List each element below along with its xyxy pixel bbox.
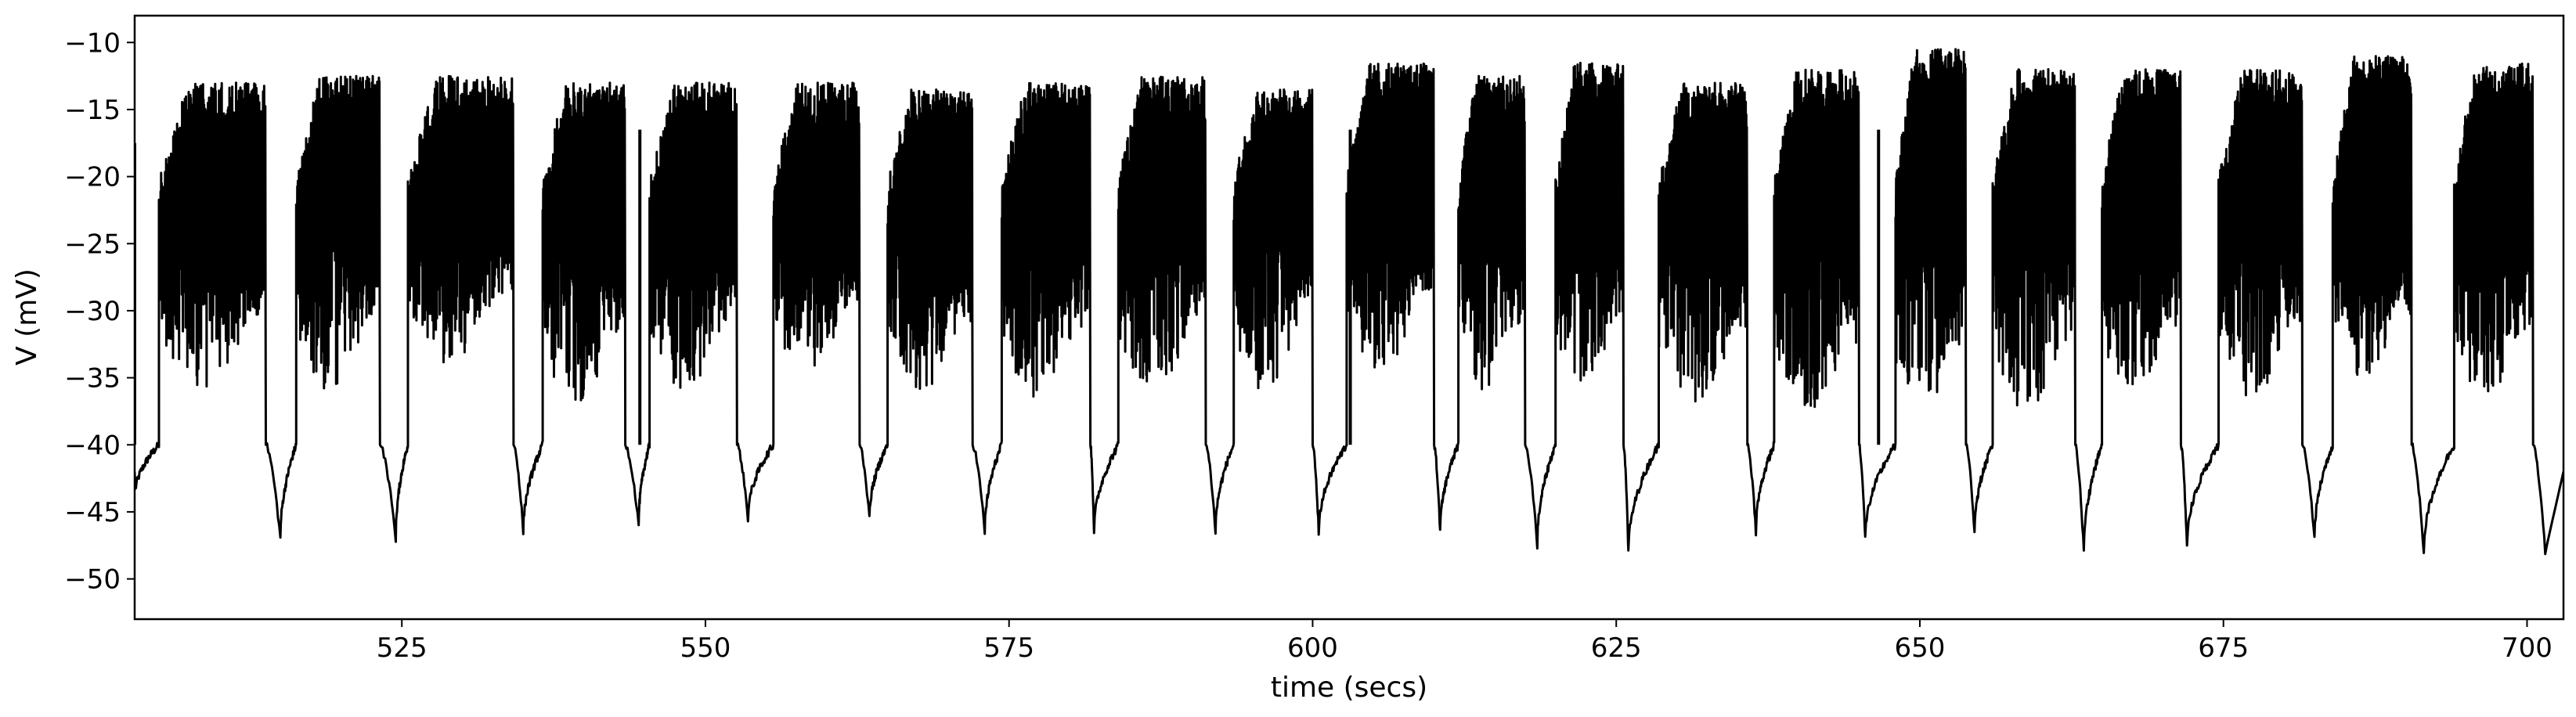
x-tick-label: 525 (377, 632, 428, 664)
x-tick-label: 700 (2502, 632, 2553, 664)
x-tick-label: 575 (983, 632, 1034, 664)
x-tick-label: 600 (1287, 632, 1338, 664)
x-tick-label: 625 (1591, 632, 1642, 664)
x-tick-label: 650 (1895, 632, 1946, 664)
y-tick-label: −25 (64, 229, 121, 260)
x-tick-label: 675 (2198, 632, 2249, 664)
x-tick-label: 550 (680, 632, 731, 664)
y-tick-label: −15 (64, 95, 121, 126)
y-tick-label: −30 (64, 296, 121, 327)
y-tick-label: −35 (64, 363, 121, 395)
y-tick-label: −45 (64, 497, 121, 528)
y-axis-label: V (mV) (11, 268, 43, 366)
x-axis: 525 550 575 600 625 650 675 700 (377, 619, 2553, 664)
y-tick-label: −10 (64, 27, 121, 59)
x-axis-label: time (secs) (1271, 672, 1427, 704)
y-tick-label: −20 (64, 162, 121, 193)
plot-area (135, 48, 2563, 556)
y-tick-label: −50 (64, 564, 121, 596)
plot-frame (133, 14, 2565, 621)
y-tick-label: −40 (64, 430, 121, 461)
voltage-trace (135, 48, 2563, 556)
y-axis: −10 −15 −20 −25 −30 −35 −40 −45 −50 (64, 27, 135, 596)
